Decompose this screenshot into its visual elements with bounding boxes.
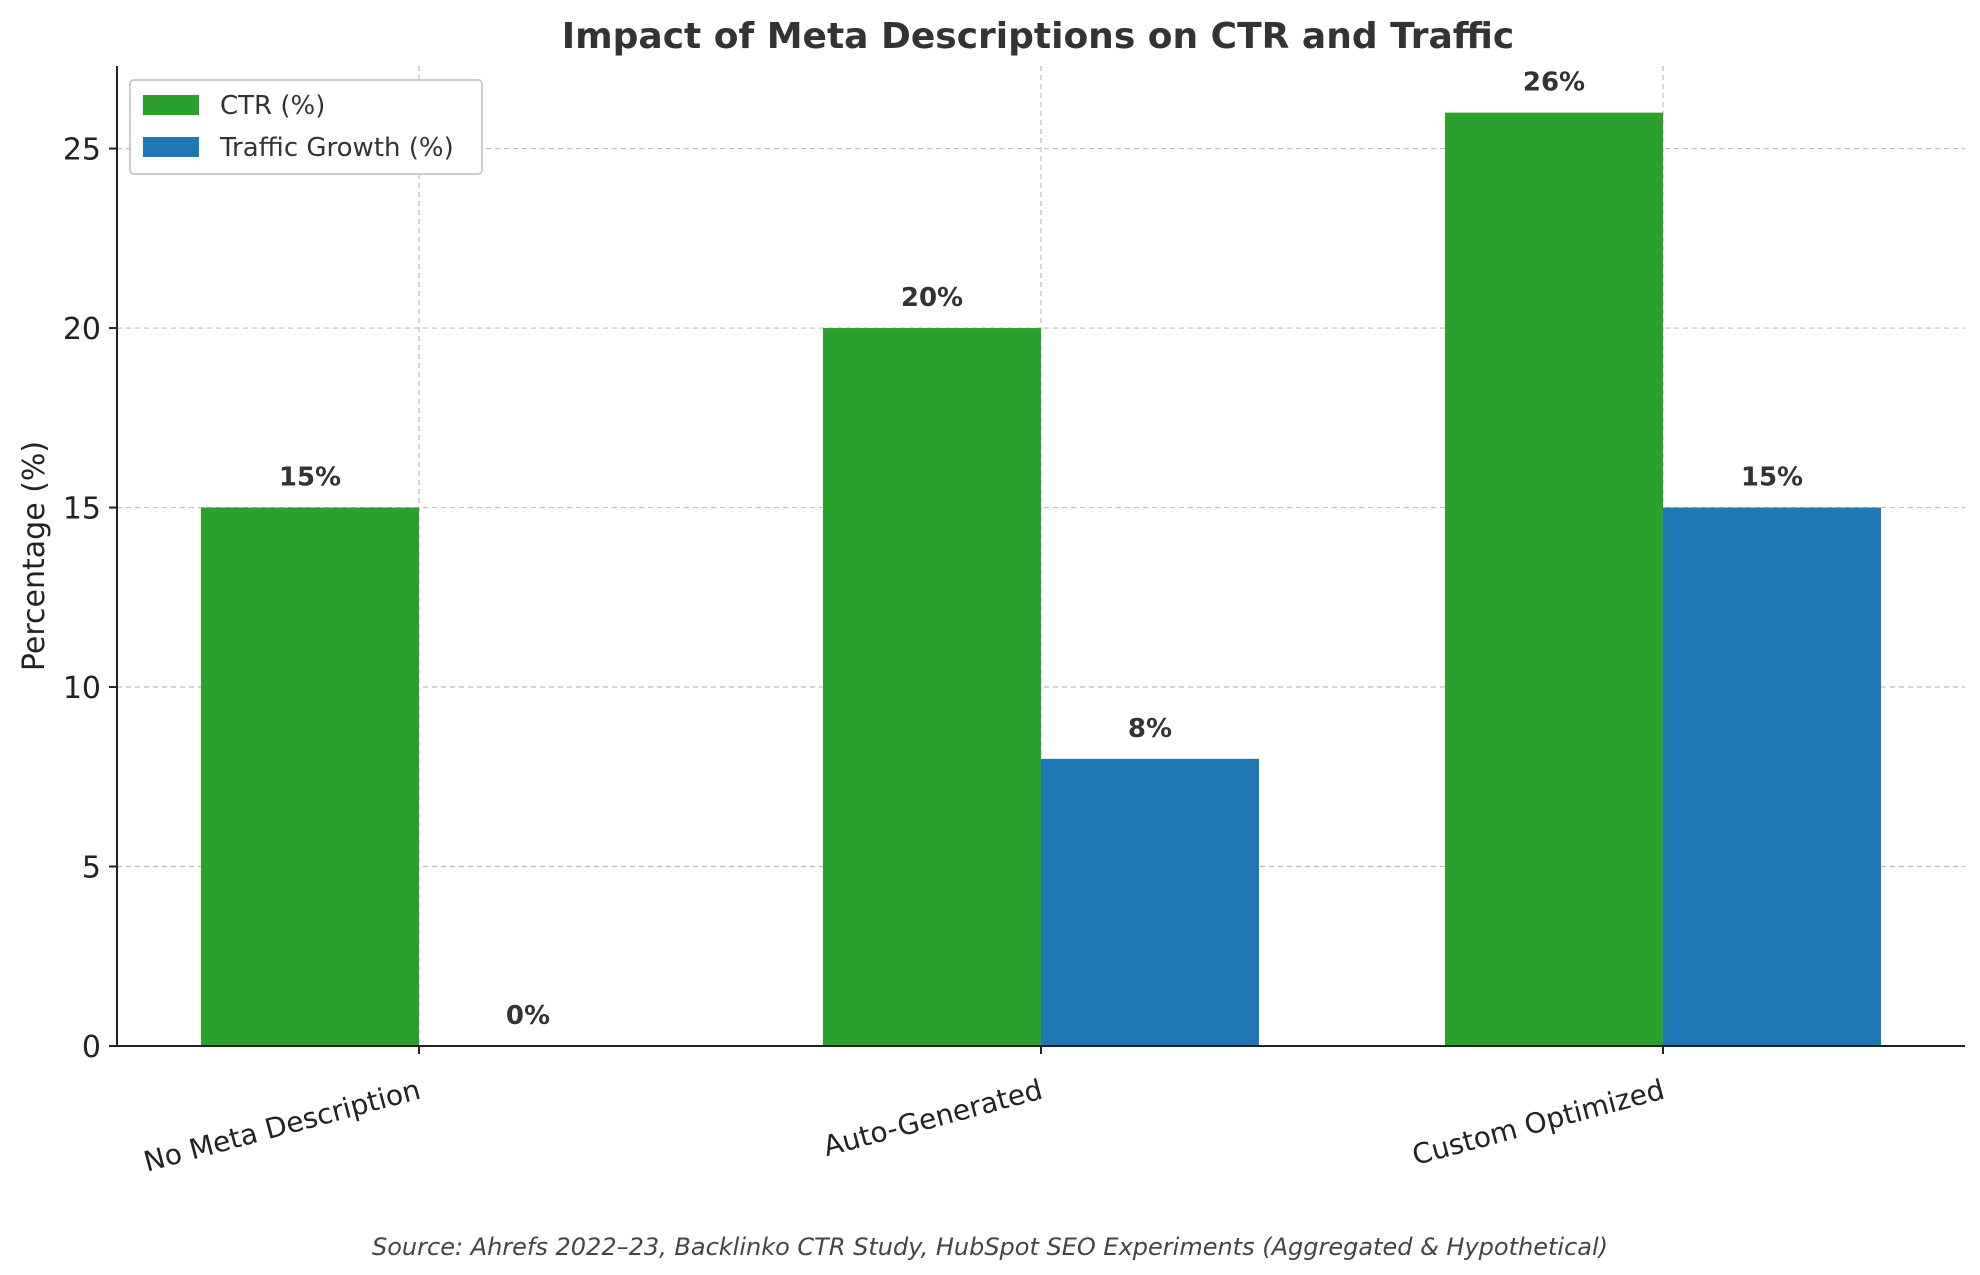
bar-data-label: 0% xyxy=(506,1001,550,1031)
x-category-label: No Meta Description xyxy=(140,1073,424,1179)
legend-label-traffic: Traffic Growth (%) xyxy=(219,133,454,163)
legend: CTR (%) Traffic Growth (%) xyxy=(129,79,483,175)
bar-data-label: 26% xyxy=(1523,68,1585,98)
legend-swatch-traffic xyxy=(143,137,199,157)
bar-ctr xyxy=(1445,112,1663,1046)
y-tick-label: 5 xyxy=(82,851,101,886)
chart-title: Impact of Meta Descriptions on CTR and T… xyxy=(562,16,1515,57)
bar-data-label: 15% xyxy=(1741,463,1803,493)
y-tick-label: 10 xyxy=(63,671,101,706)
legend-box xyxy=(129,79,483,175)
legend-label-ctr: CTR (%) xyxy=(220,91,325,121)
bar-traffic xyxy=(1663,507,1881,1046)
bar-data-label: 15% xyxy=(279,463,341,493)
bar-traffic xyxy=(1041,758,1259,1046)
y-tick-label: 0 xyxy=(82,1030,101,1065)
ticks-layer: 0 5 10 15 20 25 xyxy=(63,133,1664,1065)
y-tick-label: 25 xyxy=(63,133,101,168)
y-axis-label: Percentage (%) xyxy=(17,441,52,671)
bars-layer xyxy=(201,112,1881,1046)
y-tick-label: 20 xyxy=(63,312,101,347)
source-note: Source: Ahrefs 2022–23, Backlinko CTR St… xyxy=(372,1233,1608,1261)
bar-data-label: 20% xyxy=(901,283,963,313)
bar-data-label: 8% xyxy=(1128,714,1172,744)
bar-ctr xyxy=(201,507,419,1046)
legend-swatch-ctr xyxy=(143,95,199,115)
x-category-label: Auto-Generated xyxy=(820,1073,1046,1163)
bar-ctr xyxy=(823,328,1041,1046)
x-category-label: Custom Optimized xyxy=(1409,1073,1668,1172)
y-tick-label: 15 xyxy=(63,492,101,527)
